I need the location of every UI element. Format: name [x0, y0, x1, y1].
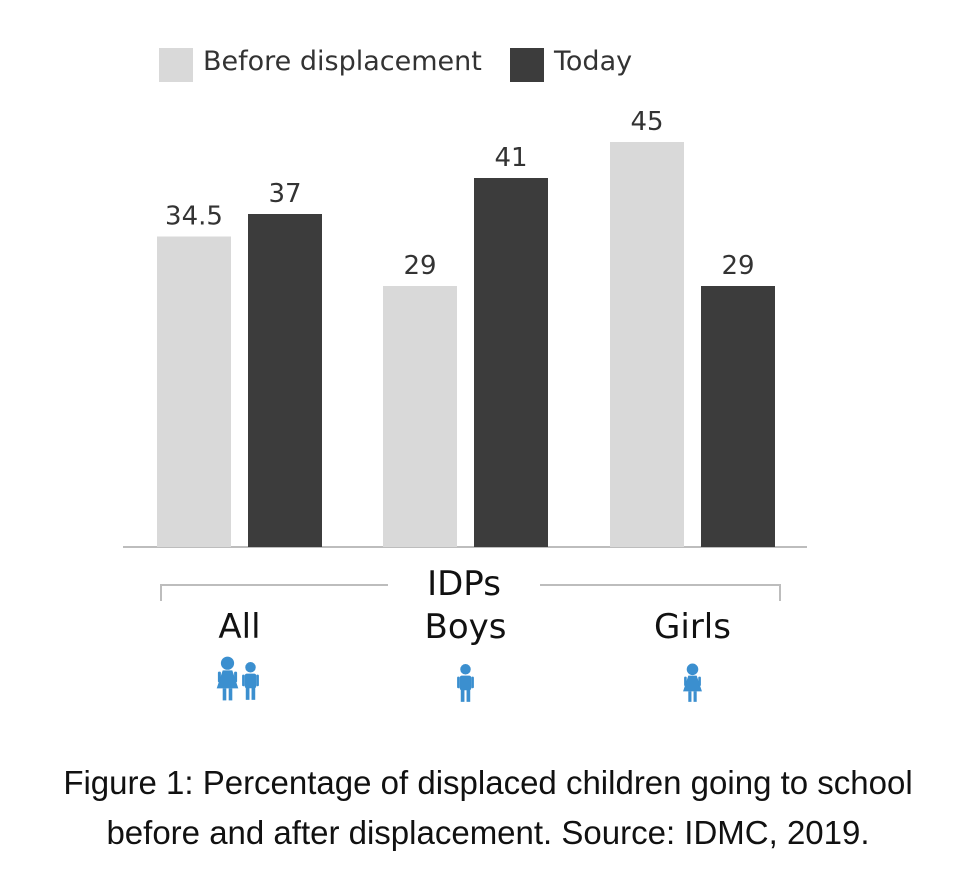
- bar-all-before: [157, 236, 231, 547]
- tick-label: Boys: [425, 607, 507, 647]
- tick-label: All: [218, 607, 260, 647]
- data-label: 45: [630, 107, 663, 137]
- bracket-right: [540, 584, 781, 601]
- legend-label-before: Before displacement: [203, 46, 482, 77]
- data-label: 34.5: [165, 202, 223, 232]
- legend-swatch-before: [159, 48, 193, 82]
- bar-boys-today: [474, 178, 548, 547]
- boy-and-girl-icon: [216, 656, 259, 701]
- bar-girls-before: [610, 142, 684, 547]
- data-label: 37: [268, 179, 301, 209]
- boy-icon: [457, 664, 474, 702]
- caption-line-2: before and after displacement. Source: I…: [106, 814, 870, 851]
- legend-label-today: Today: [554, 46, 633, 77]
- data-label: 29: [403, 251, 436, 281]
- group-label: IDPs: [427, 564, 501, 604]
- legend-swatch-today: [510, 48, 544, 82]
- bracket-left: [160, 584, 388, 601]
- caption-line-1: Figure 1: Percentage of displaced childr…: [63, 764, 913, 801]
- tick-label: Girls: [654, 607, 731, 647]
- bar-chart: 34.5 37 29 41 45 29 IDPs All Boys Girls: [123, 107, 807, 702]
- bar-girls-today: [701, 286, 775, 547]
- bar-boys-before: [383, 286, 457, 547]
- bar-all-today: [248, 214, 322, 547]
- girl-icon: [683, 663, 702, 702]
- data-label: 41: [494, 143, 527, 173]
- data-label: 29: [721, 251, 754, 281]
